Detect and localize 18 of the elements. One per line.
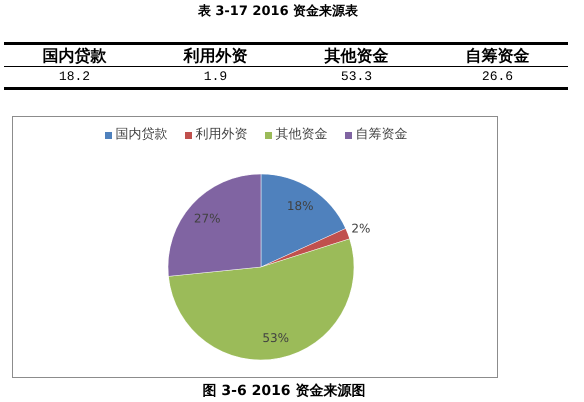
category-label: 其他资金	[324, 45, 390, 66]
legend-label: 利用外资	[196, 127, 248, 143]
text: 表 3-17 2016 资金来源表	[196, 3, 360, 21]
category-label: 国内贷款	[42, 45, 108, 66]
category-label: 自筹资金	[464, 45, 530, 66]
category-label: 利用外资	[182, 45, 248, 66]
data-label: 2%	[351, 222, 370, 236]
data-label: 53%	[262, 331, 290, 346]
data-label: 18%	[286, 199, 314, 213]
data-label: 53.3	[340, 68, 374, 86]
data-label: 26.6	[480, 68, 514, 86]
legend-label: 自筹资金	[356, 127, 408, 143]
legend-label: 其他资金	[276, 127, 328, 143]
data-label: 1.9	[202, 68, 228, 86]
caption: 图 3-6 2016 资金来源图	[202, 382, 366, 400]
data-label: 27%	[194, 211, 221, 226]
legend-label: 国内贷款	[116, 127, 168, 143]
data-label: 18.2	[58, 68, 92, 86]
